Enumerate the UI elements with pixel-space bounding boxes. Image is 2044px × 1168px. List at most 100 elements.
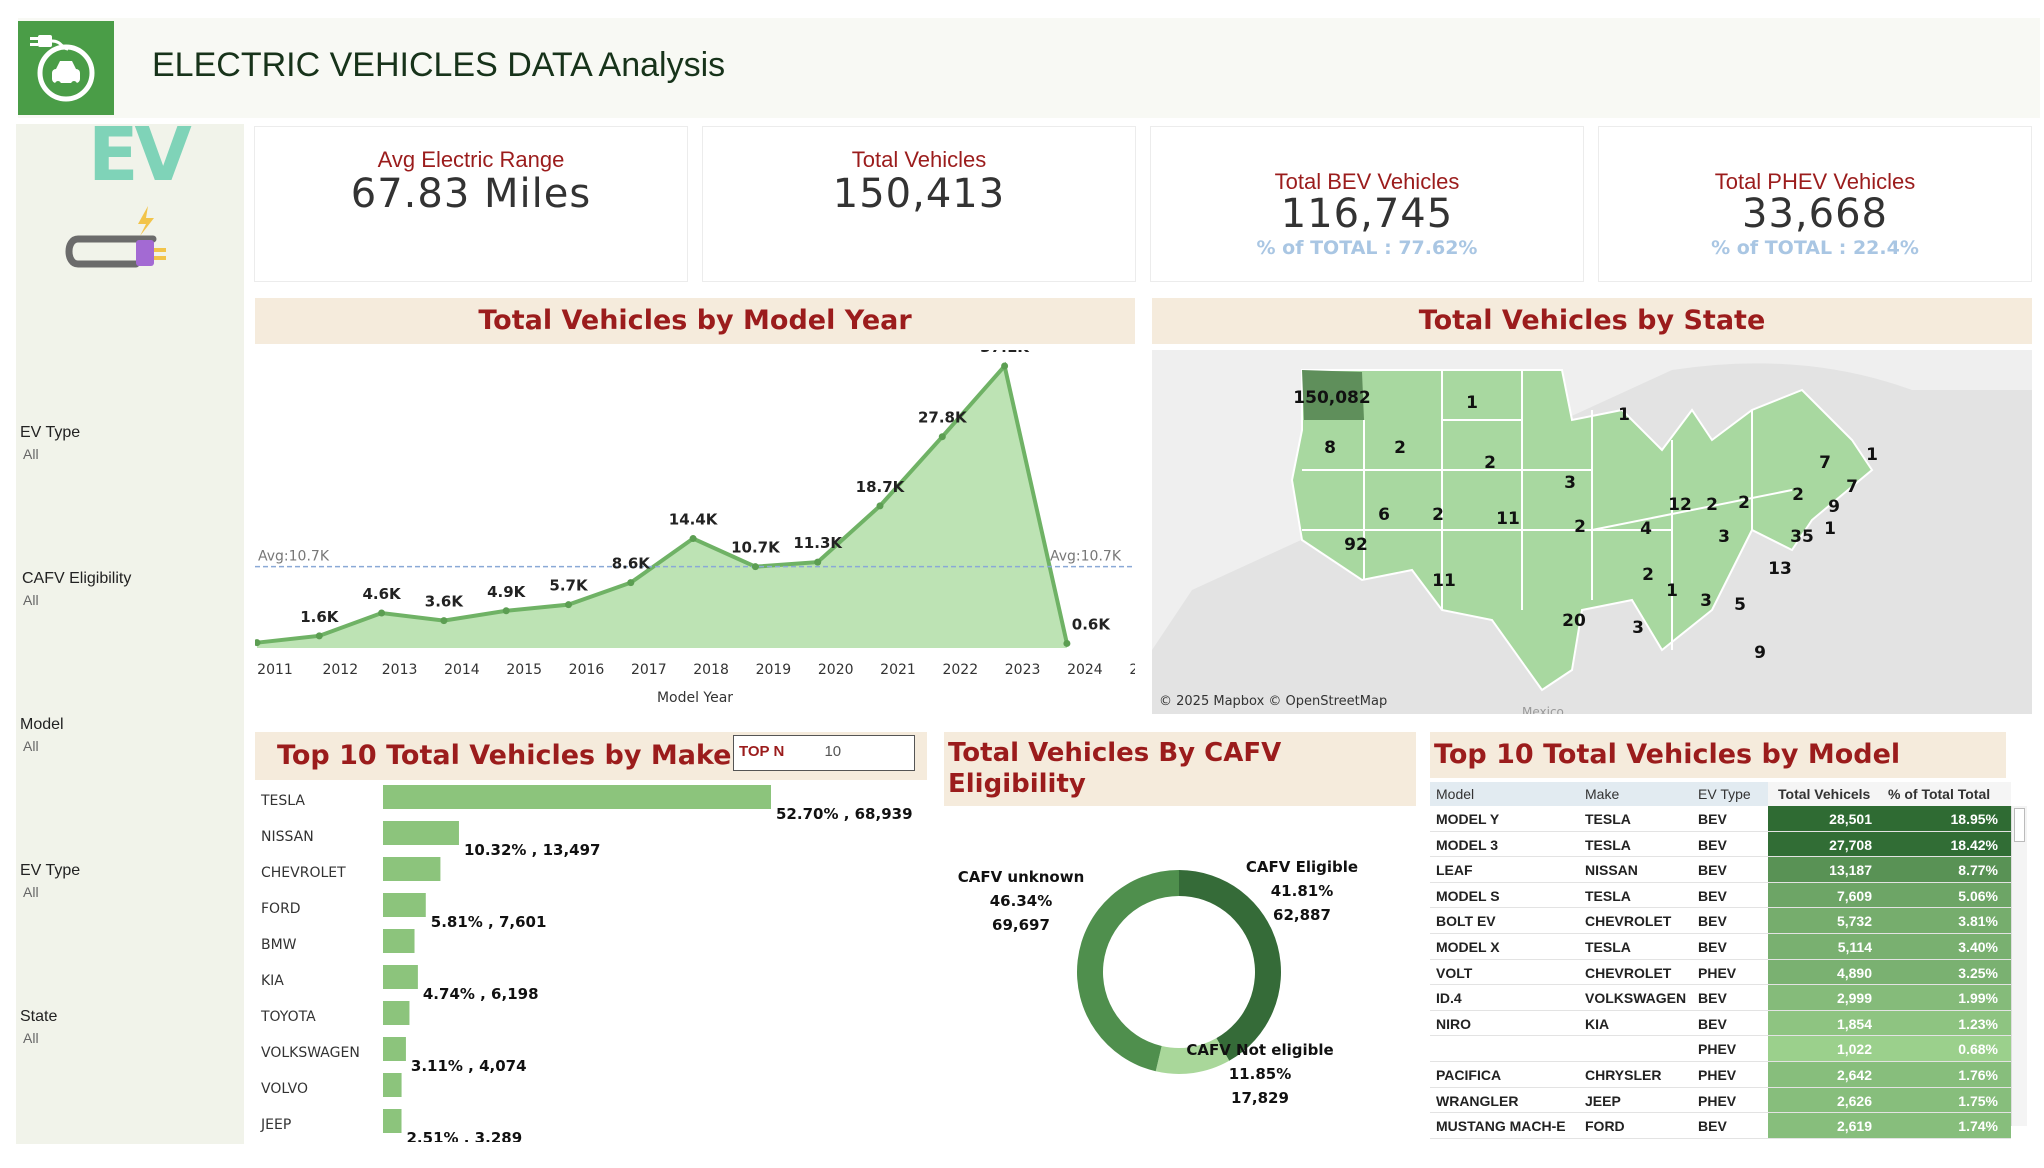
table-cell: BEV (1698, 811, 1727, 827)
table-row[interactable]: WRANGLER JEEP PHEV 2,626 1.75% (1430, 1087, 2011, 1114)
x-tick-label: 2021 (880, 662, 916, 678)
table-cell: NISSAN (1585, 862, 1638, 879)
table-cell: 2,999 (1836, 990, 1872, 1007)
state-label: 1 (1666, 581, 1678, 601)
x-tick-label: 2019 (756, 662, 792, 678)
table-cell: 5,732 (1836, 913, 1872, 930)
table-cell: TESLA (1585, 811, 1631, 827)
data-label: 5.7K (549, 577, 589, 595)
ev-logo (58, 124, 208, 273)
filter-value[interactable]: All (23, 1030, 39, 1046)
x-tick-label: 2011 (257, 662, 293, 678)
state-label: 3 (1718, 527, 1730, 547)
state-label: 2 (1792, 485, 1804, 505)
data-point (1063, 639, 1071, 647)
state-label: 92 (1344, 535, 1368, 555)
table-row[interactable]: MODEL X TESLA BEV 5,114 3.40% (1430, 934, 2011, 960)
table-cell: CHEVROLET (1585, 964, 1672, 981)
table-row[interactable]: MUSTANG MACH-E FORD BEV 2,619 1.74% (1430, 1113, 2011, 1139)
table-cell: CHRYSLER (1585, 1067, 1662, 1083)
table-cell: 4,890 (1836, 964, 1872, 981)
table-scrollbar[interactable] (2011, 806, 2027, 1126)
table-row[interactable]: PHEV 1,022 0.68% (1430, 1036, 2011, 1062)
filter-value[interactable]: All (23, 446, 39, 462)
bar (383, 929, 415, 953)
state-label: 3 (1700, 591, 1712, 611)
table-cell: BEV (1698, 887, 1727, 904)
data-point (751, 563, 759, 571)
table-row[interactable]: MODEL S TESLA BEV 7,609 5.06% (1430, 882, 2011, 909)
table-header[interactable]: Model (1436, 786, 1475, 802)
kpi-label: Total Vehicles (851, 147, 987, 172)
filter-value[interactable]: All (23, 592, 39, 608)
table-row[interactable]: NIRO KIA BEV 1,854 1.23% (1430, 1010, 2011, 1037)
filter-ev-type-2[interactable]: EV Type All (20, 862, 80, 900)
table-cell: VOLKSWAGEN (1585, 990, 1687, 1007)
value-cell-bg (1768, 806, 2011, 831)
table-row[interactable]: LEAF NISSAN BEV 13,187 8.77% (1430, 857, 2011, 883)
table-row[interactable]: PACIFICA CHRYSLER PHEV 2,642 1.76% (1430, 1062, 2011, 1088)
page-title: ELECTRIC VEHICLES DATA Analysis (152, 46, 726, 84)
x-tick-label: 2017 (631, 662, 667, 678)
header-bar (18, 18, 2040, 118)
table-cell: 1.23% (1958, 1015, 1998, 1032)
table-cell: 5.06% (1958, 887, 1998, 904)
x-tick-label: 2024 (1067, 662, 1103, 678)
table-cell: TESLA (1585, 887, 1631, 904)
table-cell: BEV (1698, 836, 1727, 853)
table-cell: MODEL 3 (1436, 836, 1498, 853)
table-row[interactable]: ID.4 VOLKSWAGEN BEV 2,999 1.99% (1430, 985, 2011, 1011)
bar (383, 1109, 402, 1133)
table-header[interactable]: Make (1585, 786, 1620, 802)
top-n-value[interactable]: 10 (824, 743, 842, 760)
filter-ev-type[interactable]: EV Type All (20, 424, 80, 462)
table-header[interactable]: Total Vehicels (1778, 786, 1871, 802)
table-row[interactable]: BOLT EV CHEVROLET BEV 5,732 3.81% (1430, 908, 2011, 934)
table-cell: BOLT EV (1436, 913, 1496, 930)
year-chart-title: Total Vehicles by Model Year (255, 298, 1135, 344)
state-map[interactable]: 150,082 1 8 2 2 1 3 7 1 6 2 11 2 12 2 2 … (1152, 350, 2032, 714)
slice-name-label: CAFV unknown (958, 868, 1085, 886)
bar-category-label: FORD (261, 901, 301, 917)
kpi-value: 67.83 Miles (350, 171, 592, 217)
data-point (440, 617, 448, 625)
kpi-value: 33,668 (1742, 191, 1888, 237)
filter-state[interactable]: State All (20, 1008, 57, 1046)
table-header[interactable]: EV Type (1698, 786, 1751, 802)
state-label: 9 (1754, 643, 1766, 663)
table-cell: PHEV (1698, 1067, 1737, 1083)
table-row[interactable]: VOLT CHEVROLET PHEV 4,890 3.25% (1430, 959, 2011, 986)
state-label: 7 (1846, 477, 1858, 497)
table-cell: 1.74% (1958, 1118, 1998, 1135)
table-cell: 1.76% (1958, 1067, 1998, 1083)
table-row[interactable]: MODEL 3 TESLA BEV 27,708 18.42% (1430, 831, 2011, 858)
bar-category-label: VOLVO (261, 1081, 308, 1097)
map-attribution: © 2025 Mapbox © OpenStreetMap (1159, 694, 1387, 709)
table-cell: BEV (1698, 1118, 1727, 1135)
scrollbar-thumb[interactable] (2014, 808, 2025, 842)
value-cell-bg (1768, 1087, 2011, 1113)
state-label: 6 (1378, 505, 1390, 525)
x-tick-label: 2012 (322, 662, 358, 678)
table-row[interactable]: MODEL Y TESLA BEV 28,501 18.95% (1430, 806, 2011, 832)
table-header-bg (1768, 782, 2011, 806)
value-cell-bg (1768, 985, 2011, 1010)
data-label: 1.6K (300, 608, 340, 626)
filter-model[interactable]: Model All (20, 716, 64, 754)
table-header-bg (1430, 782, 1768, 806)
table-cell: 18.95% (1950, 811, 1998, 827)
filter-value[interactable]: All (23, 884, 39, 900)
state-label: 35 (1790, 527, 1814, 547)
top-n-input[interactable]: TOP N 10 (733, 735, 915, 771)
table-header[interactable]: % of Total Total (1888, 786, 1991, 802)
table-cell: BEV (1698, 939, 1727, 955)
table-cell: MUSTANG MACH-E (1436, 1118, 1566, 1135)
filter-value[interactable]: All (23, 738, 39, 754)
x-tick-label: 2015 (506, 662, 542, 678)
table-cell: BEV (1698, 913, 1727, 930)
table-cell: 2,642 (1836, 1067, 1872, 1083)
bar-value-label: 4.74% , 6,198 (423, 985, 539, 1003)
filter-cafv[interactable]: CAFV Eligibility All (22, 570, 131, 608)
value-cell-bg (1768, 831, 2011, 857)
value-cell-bg (1768, 857, 2011, 882)
